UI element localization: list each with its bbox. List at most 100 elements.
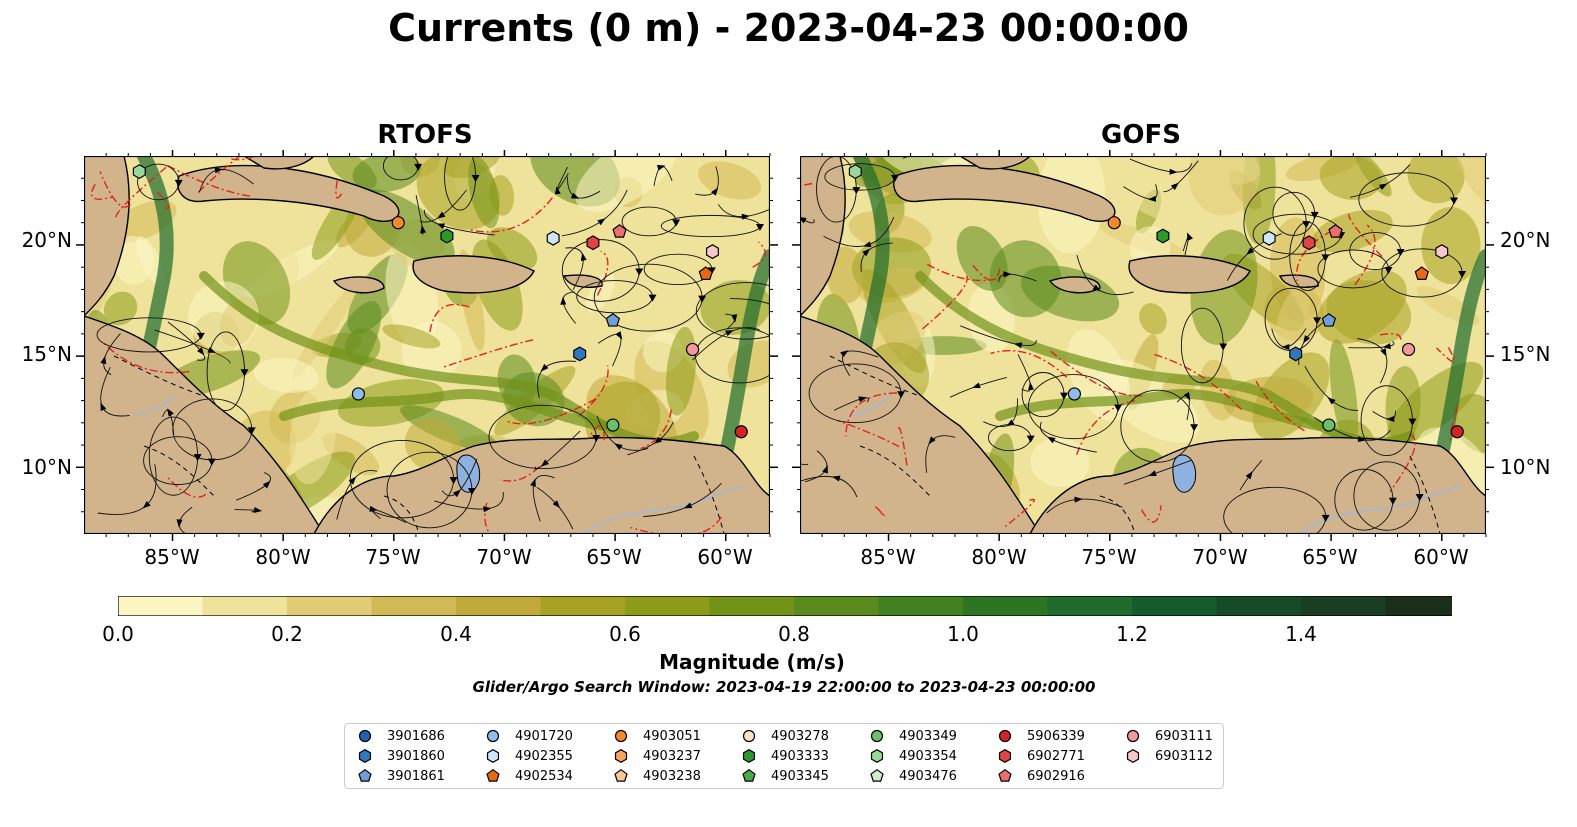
float-marker	[1401, 342, 1416, 357]
legend-label: 4903051	[643, 728, 701, 744]
colorbar-segment	[794, 596, 879, 616]
float-markers	[132, 164, 748, 439]
lat-tick-left-20: 20°N	[21, 228, 72, 252]
legend-label: 6902771	[1027, 748, 1085, 764]
colorbar-segment	[1385, 596, 1452, 616]
float-marker	[1289, 346, 1303, 362]
legend-label: 6903112	[1155, 748, 1213, 764]
legend-item: 4903238	[611, 766, 701, 786]
lon-tick-right-60: 60°W	[1413, 545, 1469, 569]
circle-marker-icon	[486, 729, 500, 743]
map-background	[84, 156, 770, 534]
float-marker	[132, 164, 146, 180]
colorbar-label: Magnitude (m/s)	[659, 650, 845, 674]
lat-tick-right-20: 20°N	[1500, 228, 1551, 252]
legend-label: 4903354	[899, 748, 957, 764]
map-background	[800, 156, 1486, 534]
hexagon-marker-icon	[998, 749, 1012, 763]
float-markers	[848, 164, 1464, 439]
legend-item: 4903237	[611, 746, 701, 766]
circle-marker-icon	[1126, 729, 1140, 743]
legend-item: 3901860	[355, 746, 445, 766]
panel-title-rtofs: RTOFS	[377, 120, 473, 150]
legend-item: 5906339	[995, 726, 1085, 746]
pentagon-marker-icon	[742, 768, 756, 782]
panel-title-gofs: GOFS	[1101, 120, 1181, 150]
legend-item: 4903354	[867, 746, 957, 766]
float-marker	[685, 342, 700, 357]
float-marker	[606, 418, 620, 432]
legend-label: 3901860	[387, 748, 445, 764]
streamlines	[96, 156, 770, 534]
lon-tick-left-65: 65°W	[586, 545, 642, 569]
circle-marker-icon	[614, 729, 628, 743]
colorbar-tick: 0.4	[440, 622, 472, 646]
map-frame	[84, 156, 770, 534]
hexagon-marker-icon	[742, 749, 756, 763]
lon-tick-left-80: 80°W	[255, 545, 311, 569]
colorbar-segment	[709, 596, 795, 616]
legend-item: 6903111	[1123, 726, 1213, 746]
colorbar-segment	[540, 596, 626, 616]
float-marker	[1414, 266, 1429, 280]
legend-label: 4903278	[771, 728, 829, 744]
legend-item: 4903333	[739, 746, 829, 766]
colorbar-segment	[1301, 596, 1386, 616]
float-marker	[1328, 224, 1343, 238]
lon-tick-right-75: 75°W	[1081, 545, 1137, 569]
lat-tick-right-15: 15°N	[1500, 342, 1551, 366]
legend-item: 4903051	[611, 726, 701, 746]
colorbar	[118, 596, 1452, 616]
float-marker	[391, 216, 405, 230]
float-marker	[1067, 387, 1081, 401]
pentagon-marker-icon	[486, 768, 500, 782]
colorbar-segment	[1047, 596, 1133, 616]
legend-label: 4902355	[515, 748, 573, 764]
lon-tick-left-70: 70°W	[476, 545, 532, 569]
hexagon-marker-icon	[870, 749, 884, 763]
circle-marker-icon	[870, 729, 884, 743]
legend-item: 3901861	[355, 766, 445, 786]
circle-marker-icon	[742, 729, 756, 743]
float-marker	[1450, 425, 1464, 439]
legend-item: 6903112	[1123, 746, 1213, 766]
page-title: Currents (0 m) - 2023-04-23 00:00:00	[388, 6, 1189, 50]
legend-label: 4903333	[771, 748, 829, 764]
legend-label: 4901720	[515, 728, 573, 744]
colorbar-segment	[371, 596, 457, 616]
lon-tick-right-80: 80°W	[971, 545, 1027, 569]
float-marker	[1156, 228, 1170, 244]
axis-ticks	[76, 150, 1494, 541]
legend-label: 3901686	[387, 728, 445, 744]
float-marker	[1322, 418, 1336, 432]
colorbar-segment	[1132, 596, 1217, 616]
float-marker	[546, 230, 560, 246]
lon-tick-right-70: 70°W	[1192, 545, 1248, 569]
hexagon-marker-icon	[486, 749, 500, 763]
float-legend: 3901686 3901860 3901861 4901720 4902355 49025…	[344, 723, 1224, 789]
legend-item: 4903345	[739, 766, 829, 786]
colorbar-segment	[456, 596, 541, 616]
legend-item: 4902355	[483, 746, 573, 766]
colorbar-segment	[1216, 596, 1302, 616]
legend-item: 4903476	[867, 766, 957, 786]
colorbar-segment	[625, 596, 710, 616]
legend-label: 6903111	[1155, 728, 1213, 744]
lat-tick-right-10: 10°N	[1500, 455, 1551, 479]
colorbar-tick: 1.0	[947, 622, 979, 646]
float-marker	[1107, 216, 1121, 230]
colorbar-tick: 0.8	[778, 622, 810, 646]
legend-label: 4902534	[515, 768, 573, 784]
colorbar-tick: 1.4	[1285, 622, 1317, 646]
hexagon-marker-icon	[614, 749, 628, 763]
colorbar-tick: 1.2	[1116, 622, 1148, 646]
legend-item: 6902771	[995, 746, 1085, 766]
float-marker	[573, 346, 587, 362]
float-marker	[586, 235, 600, 251]
float-marker	[734, 425, 748, 439]
pentagon-marker-icon	[870, 768, 884, 782]
legend-label: 4903237	[643, 748, 701, 764]
colorbar-tick: 0.0	[102, 622, 134, 646]
hexagon-marker-icon	[1126, 749, 1140, 763]
rtofs-map	[84, 156, 770, 534]
